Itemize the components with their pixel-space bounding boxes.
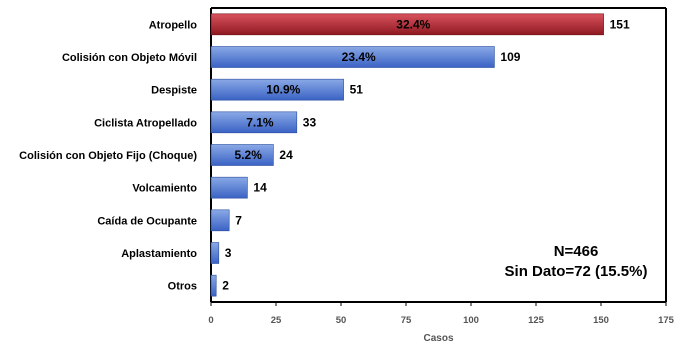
bar-6 xyxy=(210,209,230,232)
summary-note-total: N=466 xyxy=(554,243,599,260)
value-label: 33 xyxy=(303,115,317,129)
percent-label: 10.9% xyxy=(266,83,300,97)
summary-note: N=466 Sin Dato=72 (15.5%) xyxy=(505,243,648,280)
category-label: Ciclista Atropellado xyxy=(94,117,197,129)
x-tick-label: 175 xyxy=(658,315,675,326)
x-tick-label: 0 xyxy=(208,315,213,326)
category-label: Caída de Ocupante xyxy=(97,215,197,227)
percent-label: 5.2% xyxy=(235,148,263,162)
value-label: 51 xyxy=(350,83,364,97)
x-tick-label: 150 xyxy=(593,315,609,326)
value-label: 7 xyxy=(235,213,242,227)
x-axis: 0 25 50 75 100 125 150 175 xyxy=(208,302,675,326)
x-tick-label: 50 xyxy=(336,315,347,326)
category-label: Volcamiento xyxy=(132,183,197,195)
bar-4 xyxy=(210,144,274,166)
value-label: 24 xyxy=(279,148,293,162)
value-label: 3 xyxy=(225,246,232,260)
bar-5 xyxy=(210,176,248,199)
bar-0 xyxy=(210,13,604,36)
x-tick-label: 25 xyxy=(271,315,282,326)
x-tick-label: 125 xyxy=(528,315,545,326)
category-label: Atropello xyxy=(149,19,198,31)
percent-label: 7.1% xyxy=(246,115,274,129)
bar-labels: Atropello 151 32.4% Colisión con Objeto Móv… xyxy=(19,17,630,292)
summary-note-missing: Sin Dato=72 (15.5%) xyxy=(505,263,648,280)
x-tick-label: 75 xyxy=(401,315,412,326)
percent-label: 32.4% xyxy=(396,17,430,31)
bar-7 xyxy=(210,242,220,264)
bar-2 xyxy=(210,78,344,101)
percent-label: 23.4% xyxy=(342,50,376,64)
category-label: Colisión con Objeto Fijo (Choque) xyxy=(19,150,197,162)
category-label: Aplastamiento xyxy=(121,248,197,260)
category-label: Despiste xyxy=(151,85,197,97)
x-axis-title: Casos xyxy=(423,333,453,344)
category-label: Colisión con Objeto Móvil xyxy=(62,52,197,64)
category-label: Otros xyxy=(168,281,197,293)
value-label: 109 xyxy=(500,50,520,64)
bar-8 xyxy=(210,274,217,297)
bars xyxy=(210,13,604,297)
value-label: 14 xyxy=(253,181,267,195)
x-tick-label: 100 xyxy=(463,315,479,326)
value-label: 2 xyxy=(222,279,229,293)
bar-1 xyxy=(210,46,495,68)
value-label: 151 xyxy=(610,17,630,31)
bar-3 xyxy=(210,111,298,134)
